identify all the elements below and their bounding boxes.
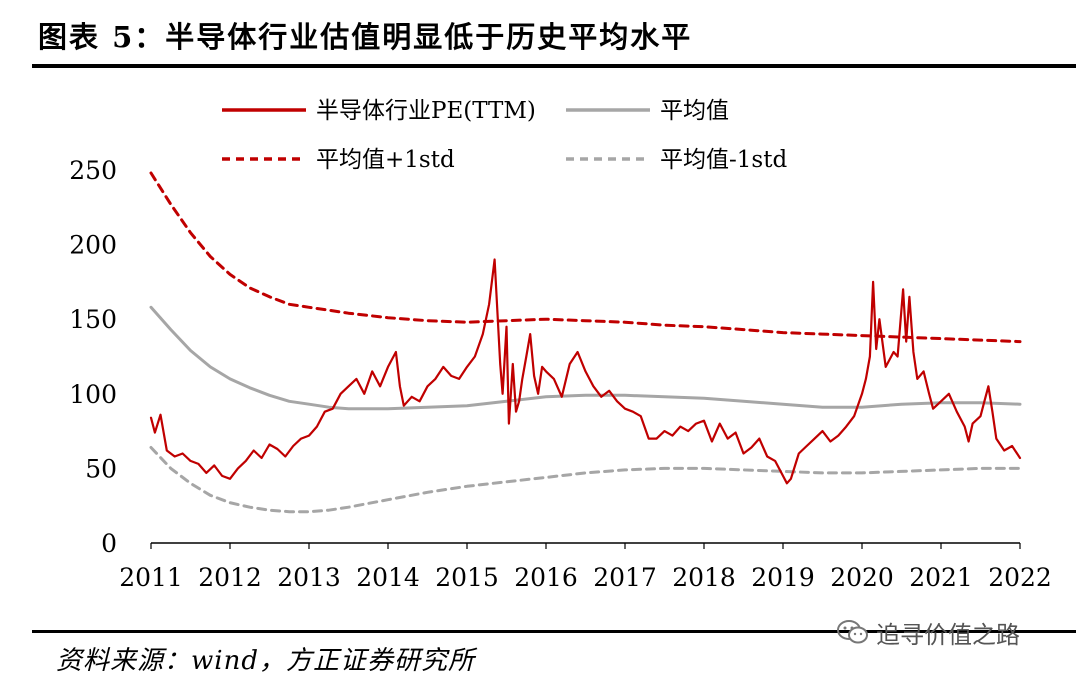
watermark: 追寻价值之路 — [836, 617, 1020, 649]
axes: 2011 2012 2013 2014 2015 2016 2017 2018 2019 2020… — [69, 156, 1052, 592]
series-lines — [149, 171, 1022, 514]
legend-label: 平均值-1std — [660, 147, 787, 173]
y-tick-label: 100 — [69, 380, 117, 409]
x-tick-label: 2020 — [830, 563, 894, 592]
y-tick-label: 50 — [85, 454, 117, 483]
legend-label: 平均值 — [660, 98, 729, 124]
x-tick-label: 2014 — [356, 563, 420, 592]
x-tick-label: 2013 — [277, 563, 341, 592]
pe-line — [149, 258, 1022, 485]
bottom-rule — [32, 630, 1076, 633]
upper-std-line — [149, 171, 1022, 344]
lower-std-line — [149, 446, 1022, 514]
legend-label: 平均值+1std — [316, 147, 455, 173]
wechat-icon — [837, 620, 868, 644]
watermark-text: 追寻价值之路 — [876, 620, 1020, 649]
legend-label: 半导体行业PE(TTM) — [316, 98, 536, 124]
source-note: 资料来源：wind，方正证券研究所 — [56, 646, 475, 676]
x-tick-label: 2021 — [909, 563, 973, 592]
top-rule — [32, 64, 1076, 68]
x-tick-label: 2019 — [751, 563, 815, 592]
x-tick-label: 2018 — [672, 563, 736, 592]
x-tick-label: 2011 — [119, 563, 183, 592]
figure-title: 图表 5：半导体行业估值明显低于历史平均水平 — [38, 20, 693, 54]
x-tick-label: 2015 — [435, 563, 499, 592]
y-tick-label: 250 — [69, 156, 117, 185]
x-tick-label: 2016 — [514, 563, 578, 592]
x-tick-label: 2012 — [198, 563, 262, 592]
x-tick-label: 2017 — [593, 563, 657, 592]
y-tick-label: 200 — [69, 231, 117, 260]
y-tick-label: 0 — [101, 529, 117, 558]
y-tick-label: 150 — [69, 305, 117, 334]
mean-line — [149, 305, 1022, 411]
x-tick-label: 2022 — [988, 563, 1052, 592]
